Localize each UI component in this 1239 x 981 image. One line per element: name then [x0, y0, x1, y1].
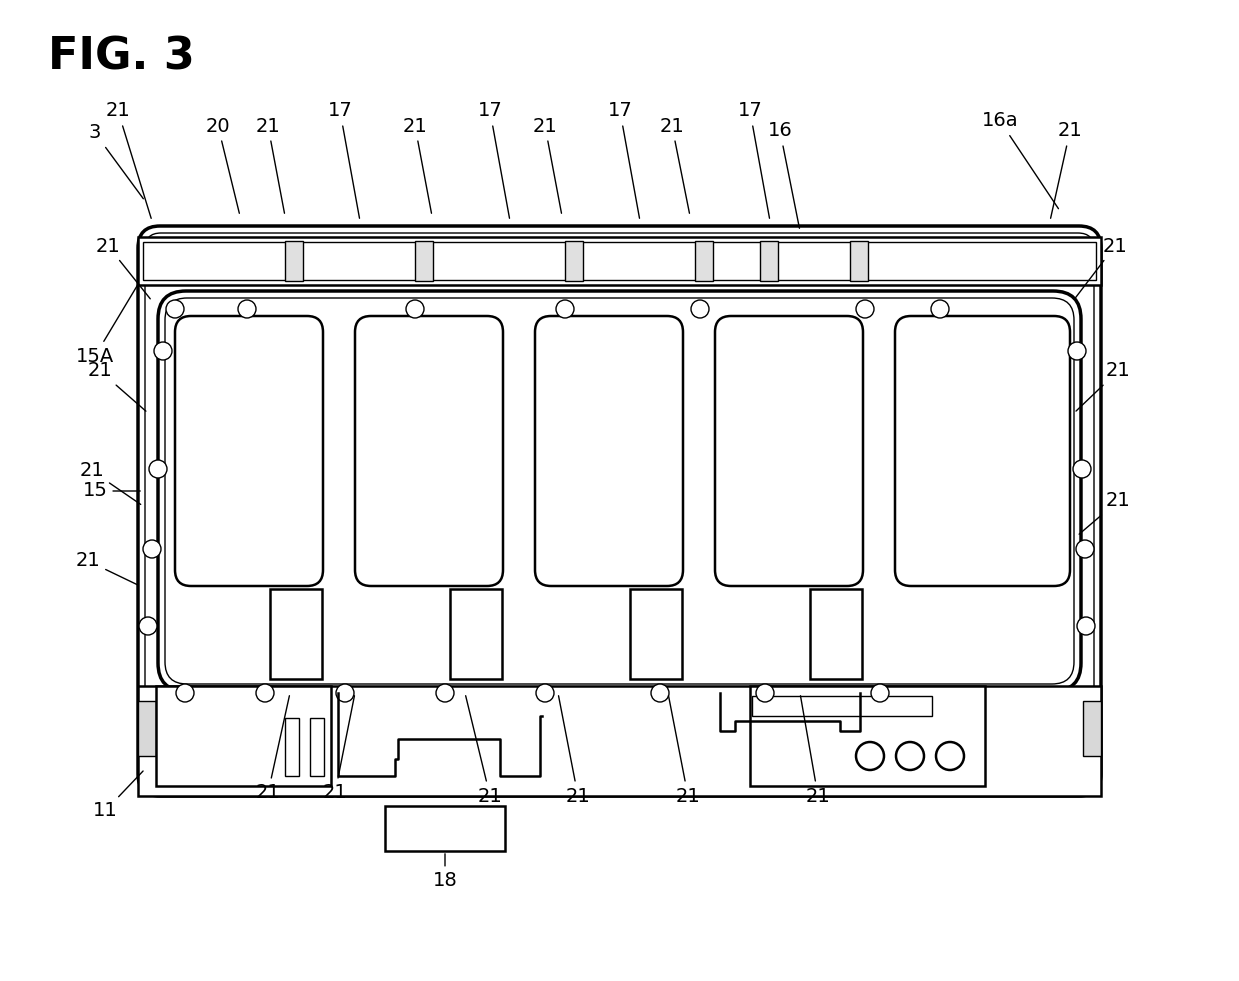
Circle shape: [256, 684, 274, 702]
Text: 21: 21: [105, 101, 151, 219]
Bar: [142, 242, 1097, 280]
Text: 20: 20: [206, 117, 239, 213]
Circle shape: [406, 300, 424, 318]
Bar: [629, 589, 681, 679]
Text: 21: 21: [1074, 236, 1127, 299]
Circle shape: [1075, 540, 1094, 558]
Circle shape: [650, 684, 669, 702]
Circle shape: [225, 742, 254, 770]
Text: 11: 11: [93, 771, 142, 820]
Text: 16: 16: [768, 122, 799, 229]
Circle shape: [139, 617, 157, 635]
Text: 21: 21: [1075, 362, 1130, 411]
Circle shape: [691, 300, 709, 318]
Text: 17: 17: [607, 101, 639, 218]
Circle shape: [164, 742, 192, 770]
Bar: [285, 241, 304, 281]
Bar: [760, 241, 778, 281]
Bar: [752, 696, 932, 716]
Text: 21: 21: [255, 117, 285, 213]
Text: 15: 15: [83, 482, 140, 500]
Circle shape: [856, 742, 883, 770]
Bar: [138, 701, 156, 756]
Circle shape: [142, 540, 161, 558]
Bar: [750, 686, 985, 786]
Circle shape: [536, 684, 554, 702]
Bar: [565, 241, 584, 281]
Circle shape: [871, 684, 890, 702]
Text: 21: 21: [255, 696, 290, 802]
Text: 21: 21: [559, 696, 590, 805]
Text: 21: 21: [88, 362, 146, 411]
Text: 21: 21: [322, 696, 354, 802]
Text: 21: 21: [403, 117, 431, 213]
Text: 21: 21: [669, 696, 700, 805]
Circle shape: [436, 684, 453, 702]
Bar: [156, 686, 331, 786]
Circle shape: [195, 742, 222, 770]
Text: 21: 21: [76, 551, 138, 585]
Circle shape: [896, 742, 924, 770]
FancyBboxPatch shape: [895, 316, 1070, 586]
Text: 21: 21: [659, 117, 689, 213]
Circle shape: [238, 300, 256, 318]
Bar: [385, 806, 506, 851]
Text: 17: 17: [477, 101, 509, 218]
Bar: [285, 718, 299, 776]
Text: 21: 21: [1079, 491, 1130, 535]
Bar: [138, 237, 1101, 285]
Circle shape: [930, 300, 949, 318]
Circle shape: [756, 684, 774, 702]
Circle shape: [556, 300, 574, 318]
FancyBboxPatch shape: [535, 316, 683, 586]
Text: 18: 18: [432, 853, 457, 891]
Text: 21: 21: [79, 461, 141, 504]
Text: 21: 21: [800, 696, 830, 805]
FancyBboxPatch shape: [175, 316, 323, 586]
Bar: [310, 718, 325, 776]
Circle shape: [154, 342, 172, 360]
Circle shape: [1077, 617, 1095, 635]
Text: 17: 17: [327, 101, 359, 218]
Bar: [415, 241, 432, 281]
FancyBboxPatch shape: [159, 291, 1080, 691]
Text: 3: 3: [89, 124, 144, 199]
Text: 21: 21: [1051, 122, 1083, 219]
FancyBboxPatch shape: [715, 316, 864, 586]
Circle shape: [1073, 460, 1092, 478]
Bar: [1083, 701, 1101, 756]
Circle shape: [1068, 342, 1087, 360]
Circle shape: [149, 460, 167, 478]
Text: 17: 17: [737, 101, 769, 218]
Text: 16a: 16a: [981, 112, 1058, 209]
Bar: [138, 686, 1101, 796]
Bar: [450, 589, 502, 679]
Text: FIG. 3: FIG. 3: [48, 36, 195, 79]
Bar: [810, 589, 862, 679]
FancyBboxPatch shape: [356, 316, 503, 586]
Circle shape: [336, 684, 354, 702]
Text: 21: 21: [95, 236, 150, 299]
Circle shape: [856, 300, 873, 318]
FancyBboxPatch shape: [138, 226, 1101, 796]
Text: 15A: 15A: [76, 284, 139, 366]
Circle shape: [176, 684, 195, 702]
Text: 21: 21: [533, 117, 561, 213]
Circle shape: [935, 742, 964, 770]
Bar: [270, 589, 322, 679]
Bar: [850, 241, 869, 281]
Circle shape: [166, 300, 185, 318]
Text: 21: 21: [466, 696, 502, 805]
Bar: [695, 241, 712, 281]
